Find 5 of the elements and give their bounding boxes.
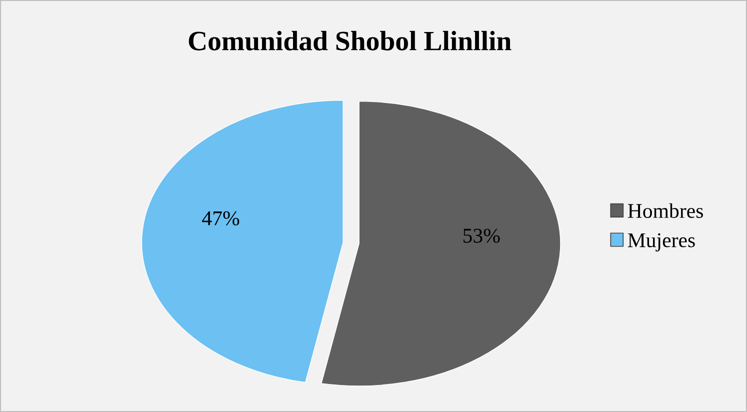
- legend-label: Hombres: [628, 203, 703, 218]
- data-label: 47%: [202, 211, 240, 226]
- data-label: 53%: [464, 228, 500, 243]
- legend-label: Mujeres: [628, 233, 695, 252]
- chart-title: Comunidad Shobol Llinllin: [188, 30, 512, 51]
